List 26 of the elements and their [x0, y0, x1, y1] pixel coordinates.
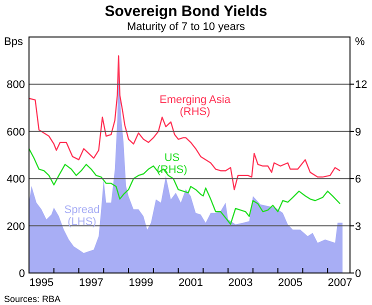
y-tick-label: 0 — [18, 268, 25, 280]
y-axis-title: Bps — [4, 36, 24, 48]
y2-tick-label: 6 — [355, 174, 362, 186]
y-tick-label: 200 — [6, 220, 25, 233]
x-tick-label: 2003 — [228, 277, 253, 289]
x-tick-label: 1997 — [78, 277, 104, 289]
x-tick-label: 2005 — [278, 277, 303, 289]
chart-title: Sovereign Bond Yields — [104, 3, 268, 20]
y2-tick-label: 12 — [355, 79, 368, 92]
y2-tick-label: 9 — [355, 126, 362, 138]
y-tick-label: 600 — [6, 126, 25, 138]
y2-tick-label: 3 — [355, 220, 362, 233]
y2-tick-label: 0 — [355, 268, 362, 280]
series-label: US (RHS) — [156, 152, 188, 176]
x-tick-label: 2001 — [178, 277, 203, 289]
y-tick-label: 800 — [6, 79, 25, 92]
x-tick-label: 1995 — [29, 277, 54, 289]
line-series — [28, 55, 341, 190]
y2-axis-title: % — [355, 36, 365, 48]
chart-subtitle: Maturity of 7 to 10 years — [127, 21, 246, 33]
series-label: Spread (LHS) — [64, 204, 100, 228]
x-tick-label: 2007 — [328, 277, 352, 289]
y-tick-label: 400 — [6, 174, 25, 186]
source-note: Sources: RBA — [4, 294, 61, 304]
x-tick-label: 1999 — [128, 277, 154, 289]
series-label: Emerging Asia (RHS) — [160, 94, 232, 118]
